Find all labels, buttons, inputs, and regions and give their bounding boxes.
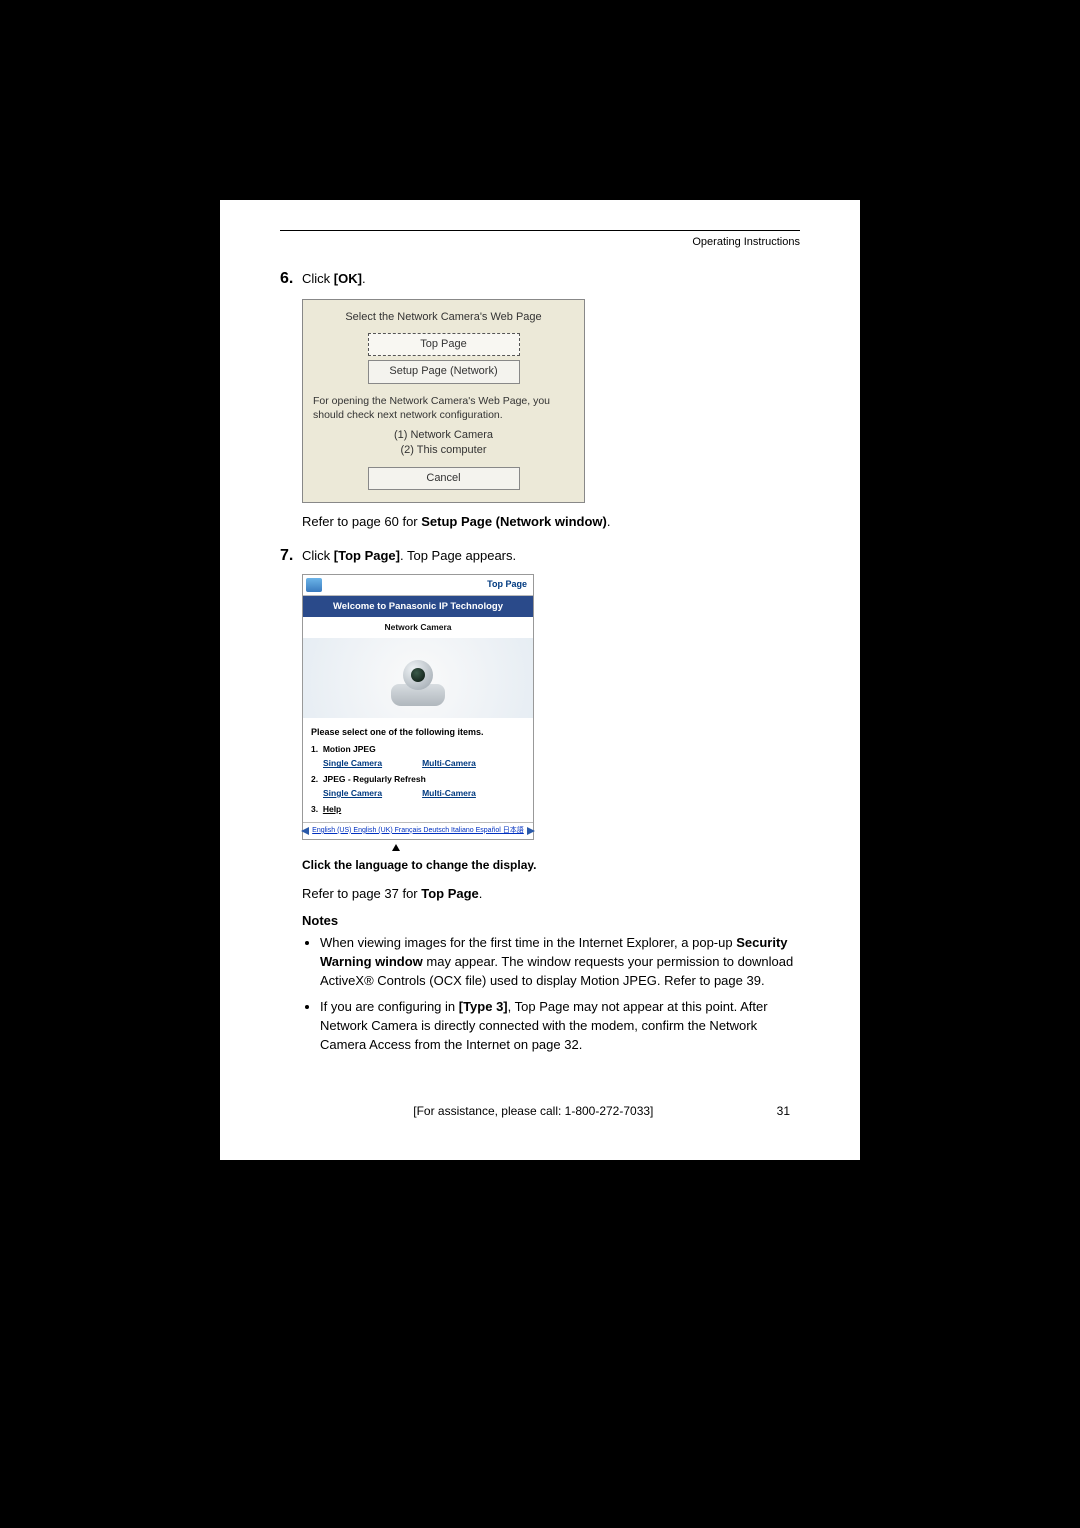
dialog-line: (2) This computer [311,443,576,458]
bold-text: Top Page [421,886,479,901]
dialog-line: (1) Network Camera [311,428,576,443]
step-body: Click [OK]. Select the Network Camera's … [302,268,800,531]
item-num: 2. [311,774,318,784]
text: When viewing images for the first time i… [320,935,736,950]
step-number: 7. [280,545,302,1062]
header-rule [280,230,800,231]
browser-tab-row: Top Page [303,575,533,596]
setup-page-button: Setup Page (Network) [368,360,520,383]
list-item: 1. Motion JPEG [311,744,525,756]
step-body: Click [Top Page]. Top Page appears. Top … [302,545,800,1062]
item-num: 3. [311,804,318,814]
bold-text: [Type 3] [459,999,508,1014]
help-link: Help [323,804,341,814]
language-bar: English (US) English (UK) Français Deuts… [303,822,533,839]
multi-camera-link: Multi-Camera [422,788,476,800]
bold-text: [OK] [334,271,362,286]
single-camera-link: Single Camera [323,758,382,770]
text: Click [302,548,334,563]
cancel-button: Cancel [368,467,520,490]
select-heading: Please select one of the following items… [303,718,533,741]
logo-icon [306,578,322,592]
single-camera-link: Single Camera [323,788,382,800]
item-head: JPEG - Regularly Refresh [323,774,426,784]
step-number: 6. [280,268,302,531]
camera-image [303,638,533,718]
top-page-screenshot: Top Page Welcome to Panasonic IP Technol… [302,574,534,840]
text: . [479,886,483,901]
subtitle: Network Camera [303,617,533,638]
multi-camera-link: Multi-Camera [422,758,476,770]
options-list: 1. Motion JPEG Single Camera Multi-Camer… [303,744,533,821]
text: If you are configuring in [320,999,459,1014]
document-page: Operating Instructions 6. Click [OK]. Se… [220,200,860,1160]
item-num: 1. [311,744,318,754]
language-options: English (US) English (UK) Français Deuts… [312,827,524,834]
note-item: When viewing images for the first time i… [320,934,800,991]
notes-list: When viewing images for the first time i… [302,934,800,1055]
page-number: 31 [777,1103,790,1120]
text: Refer to page 60 for [302,514,421,529]
step-6: 6. Click [OK]. Select the Network Camera… [280,268,800,531]
language-caption: Click the language to change the display… [302,857,800,874]
camera-lens-shape [411,668,425,682]
text: Refer to page 37 for [302,886,421,901]
welcome-banner: Welcome to Panasonic IP Technology [303,596,533,617]
tab-label: Top Page [325,575,533,594]
top-page-button: Top Page [368,333,520,356]
link-row: Single Camera Multi-Camera [323,758,525,770]
dialog-screenshot: Select the Network Camera's Web Page Top… [302,299,585,504]
list-item: 3. Help [311,804,525,816]
dialog-title: Select the Network Camera's Web Page [311,310,576,325]
dialog-message: For opening the Network Camera's Web Pag… [313,394,574,422]
reference-text: Refer to page 37 for Top Page. [302,885,800,903]
assistance-text: [For assistance, please call: 1-800-272-… [290,1103,777,1120]
page-footer: [For assistance, please call: 1-800-272-… [280,1103,800,1120]
list-item: 2. JPEG - Regularly Refresh [311,774,525,786]
bold-text: [Top Page] [334,548,400,563]
link-row: Single Camera Multi-Camera [323,788,525,800]
reference-text: Refer to page 60 for Setup Page (Network… [302,513,800,531]
item-head: Motion JPEG [323,744,376,754]
text: . [607,514,611,529]
text: . Top Page appears. [400,548,516,563]
bold-text: Setup Page (Network window) [421,514,607,529]
note-item: If you are configuring in [Type 3], Top … [320,998,800,1055]
text: Click [302,271,334,286]
header-text: Operating Instructions [280,235,800,250]
notes-heading: Notes [302,912,800,930]
arrow-up-icon [392,844,400,851]
text: . [362,271,366,286]
step-7: 7. Click [Top Page]. Top Page appears. T… [280,545,800,1062]
